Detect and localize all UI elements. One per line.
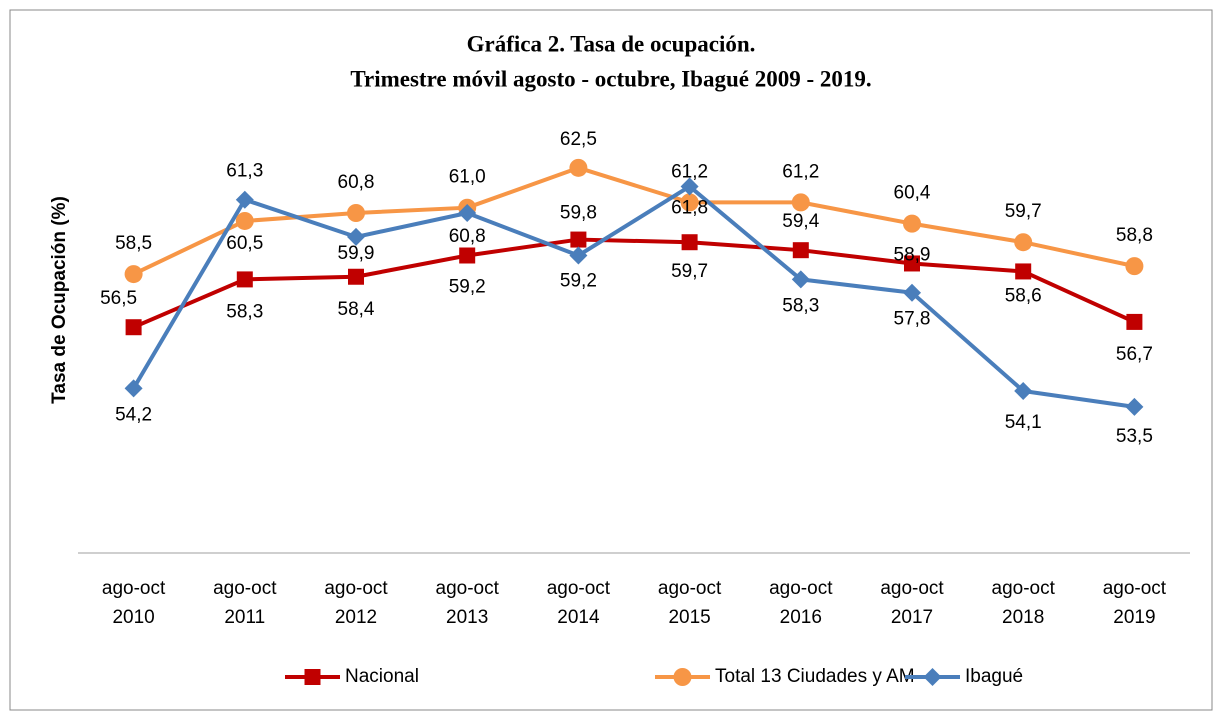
x-tick-label: ago-oct 2014	[546, 578, 611, 628]
legend-label: Total 13 Ciudades y AM	[715, 666, 915, 687]
data-label: 58,8	[1116, 225, 1153, 246]
data-label: 59,2	[449, 277, 486, 298]
data-label: 59,7	[1005, 201, 1042, 222]
marker	[236, 271, 253, 288]
data-label: 59,8	[560, 203, 597, 224]
series-line	[131, 184, 1135, 409]
marker	[1125, 257, 1144, 276]
marker	[903, 214, 921, 233]
data-label: 61,3	[226, 161, 263, 182]
marker	[791, 193, 810, 212]
x-tick-label: ago-oct 2011	[213, 578, 277, 628]
data-label: 59,2	[560, 271, 597, 292]
x-tick-label: ago-oct 2016	[769, 578, 833, 628]
legend-marker	[673, 668, 692, 686]
marker	[124, 379, 143, 398]
data-label: 58,3	[226, 301, 263, 322]
data-label: 60,8	[449, 226, 486, 247]
marker	[792, 242, 809, 259]
data-label: 59,7	[671, 261, 708, 282]
data-label: 61,8	[671, 197, 708, 218]
marker	[348, 268, 364, 285]
marker	[235, 190, 254, 209]
chart-border	[9, 9, 1213, 711]
x-tick-label: ago-oct 2019	[1102, 578, 1167, 628]
marker	[569, 246, 588, 265]
data-label: 54,1	[1005, 412, 1042, 433]
x-tick-label: ago-oct 2015	[657, 578, 722, 628]
data-label: 58,6	[1005, 285, 1042, 306]
series-line	[132, 237, 1136, 330]
data-label: 61,0	[449, 167, 486, 188]
data-label: 61,2	[671, 161, 708, 182]
x-tick-label: ago-oct 2017	[880, 578, 944, 628]
legend-label: Ibagué	[965, 666, 1023, 687]
marker	[569, 158, 588, 177]
marker	[1014, 381, 1033, 400]
data-label: 58,5	[115, 233, 152, 254]
legend-marker	[304, 669, 321, 685]
data-label: 62,5	[560, 129, 597, 150]
data-label: 58,4	[338, 299, 375, 320]
data-label: 60,4	[894, 183, 931, 204]
marker	[124, 265, 143, 284]
data-label: 53,5	[1116, 426, 1153, 447]
marker	[1125, 397, 1144, 416]
marker	[791, 270, 810, 289]
marker	[125, 319, 142, 336]
data-label: 56,7	[1116, 344, 1153, 365]
marker	[904, 255, 920, 272]
chart-title: Gráfica 2. Tasa de ocupación.	[467, 31, 756, 56]
legend-marker	[923, 668, 942, 686]
x-tick-label: ago-oct 2010	[101, 578, 166, 628]
data-label: 61,2	[782, 161, 819, 182]
data-label: 56,5	[100, 288, 137, 309]
data-label: 60,5	[226, 233, 263, 254]
marker	[570, 231, 587, 248]
data-label: 59,4	[782, 211, 819, 232]
data-label: 58,9	[894, 244, 931, 265]
y-axis-label: Tasa de Ocupación (%)	[49, 196, 70, 404]
data-label: 60,8	[338, 172, 375, 193]
x-tick-label: ago-oct 2018	[991, 578, 1055, 628]
chart-subtitle: Trimestre móvil agosto - octubre, Ibagué…	[350, 66, 871, 91]
marker	[1126, 313, 1143, 330]
marker	[459, 247, 476, 264]
data-label: 59,9	[338, 243, 375, 264]
marker	[235, 211, 254, 230]
marker	[347, 227, 365, 246]
marker	[680, 177, 699, 196]
legend-label: Nacional	[345, 666, 419, 687]
marker	[347, 204, 365, 222]
marker	[903, 283, 921, 302]
marker	[458, 204, 477, 222]
data-label: 54,2	[115, 404, 152, 425]
data-label: 58,3	[782, 295, 819, 316]
marker	[680, 193, 699, 212]
marker	[1015, 263, 1032, 280]
marker	[1014, 233, 1033, 252]
x-tick-label: ago-oct 2012	[324, 578, 388, 628]
marker	[681, 234, 698, 251]
data-label: 57,8	[894, 309, 931, 330]
x-tick-label: ago-oct 2013	[435, 578, 499, 628]
